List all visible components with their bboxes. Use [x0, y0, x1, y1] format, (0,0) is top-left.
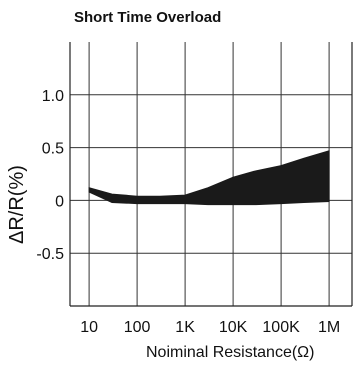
y-tick-label: 0.5: [42, 141, 64, 158]
x-tick-label: 10K: [219, 319, 248, 336]
plot-frame: [69, 42, 353, 307]
chart-title: Short Time Overload: [74, 9, 222, 26]
x-axis-label: Noiminal Resistance(Ω): [146, 344, 315, 361]
x-tick-label: 1K: [175, 319, 195, 336]
y-tick-label: 0: [55, 193, 64, 210]
resistance-change-band: [88, 150, 330, 206]
tick-labels: 10 100 1K 10K 100K 1M 1.0 0.5 0 -0.5: [36, 88, 340, 336]
x-tick-label: 100K: [262, 319, 300, 336]
x-tick-label: 1M: [318, 319, 340, 336]
y-tick-label: -0.5: [36, 246, 64, 263]
x-tick-label: 100: [124, 319, 151, 336]
x-tick-label: 10: [80, 319, 98, 336]
grid: [70, 42, 352, 306]
y-tick-label: 1.0: [42, 88, 64, 105]
